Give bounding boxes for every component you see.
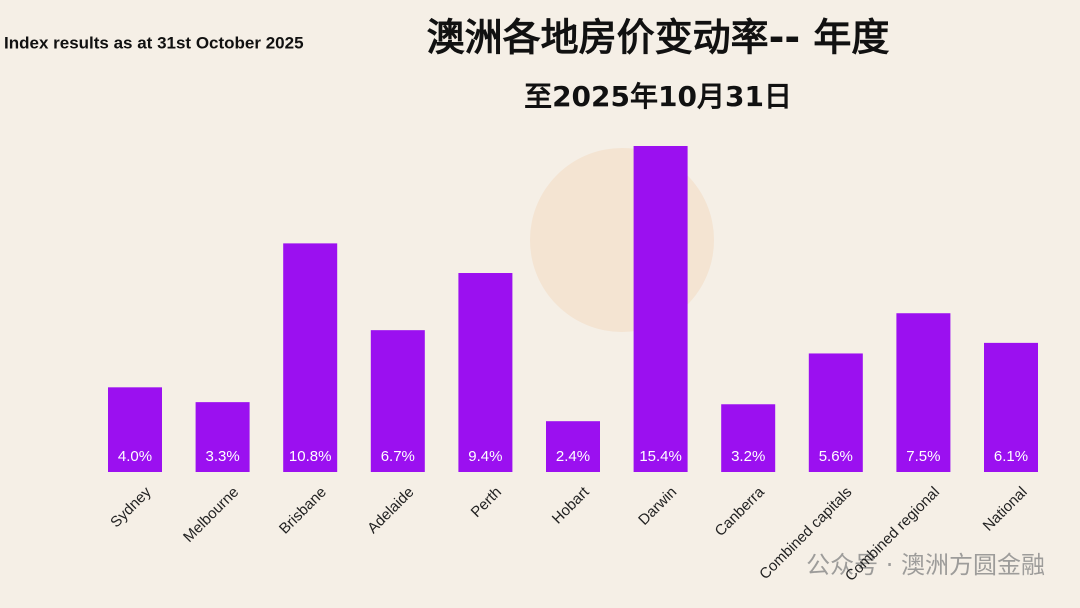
bar — [896, 313, 951, 472]
value-label: 4.0% — [118, 448, 152, 465]
watermark: 公众号 · 澳洲方圆金融 — [806, 551, 1045, 579]
value-label: 7.5% — [906, 448, 940, 465]
value-label: 10.8% — [289, 448, 332, 465]
value-label: 6.7% — [381, 448, 415, 465]
x-tick-label: National — [980, 484, 1031, 535]
x-tick-label: Sydney — [107, 483, 155, 531]
x-tick-label: Perth — [468, 484, 505, 521]
bar — [370, 330, 425, 472]
x-tick-label: Melbourne — [180, 484, 242, 546]
value-label: 3.2% — [731, 448, 765, 465]
bar — [808, 353, 863, 472]
value-label: 15.4% — [639, 448, 682, 465]
bar — [633, 146, 688, 472]
x-tick-label: Brisbane — [276, 484, 330, 538]
chart-title: 澳洲各地房价变动率-- 年度 — [427, 16, 890, 60]
chart-subtitle: 至2025年10月31日 — [524, 80, 792, 113]
value-label: 9.4% — [468, 448, 502, 465]
x-tick-label: Hobart — [549, 483, 593, 527]
bar — [984, 342, 1038, 472]
x-tick-label: Adelaide — [364, 484, 417, 537]
bar — [108, 387, 162, 472]
value-label: 3.3% — [205, 448, 239, 465]
bar — [195, 402, 250, 472]
note: Index results as at 31st October 2025 — [4, 33, 304, 52]
x-tick-label: Canberra — [712, 483, 769, 540]
bar — [546, 421, 600, 472]
value-label: 5.6% — [819, 448, 853, 465]
x-tick-label: Darwin — [635, 484, 680, 529]
bar — [283, 243, 338, 472]
bar — [721, 404, 776, 472]
value-label: 2.4% — [556, 448, 590, 465]
bar — [458, 273, 513, 472]
value-label: 6.1% — [994, 448, 1028, 465]
